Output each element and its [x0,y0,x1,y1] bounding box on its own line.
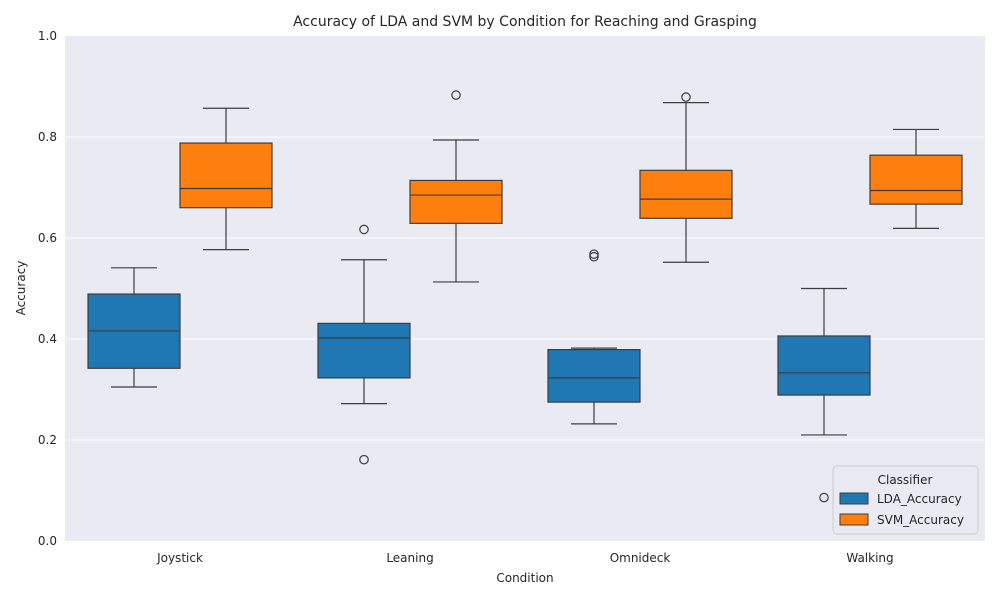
outlier-point [589,251,599,262]
y-axis-label: Accuracy [14,261,28,316]
y-tick-label: 0.0 [38,534,57,548]
legend-label-lda: LDA_Accuracy [877,492,962,506]
x-ticks: Joystick Leaning Omnideck Walking [156,551,894,565]
legend-label-svm: SVM_Accuracy [877,513,964,527]
outlier-point [359,454,369,465]
outlier-point [451,90,461,100]
x-tick-label: Joystick [156,551,203,565]
box-LDA_Accuracy-Omnideck [547,249,641,425]
x-axis-label: Condition [496,571,553,585]
legend-title: Classifier [878,473,933,487]
box-LDA_Accuracy-Joystick [87,267,181,388]
box-iqr [777,335,871,396]
legend-swatch-lda [839,492,869,505]
legend: Classifier LDA_Accuracy SVM_Accuracy [832,465,979,535]
chart-title: Accuracy of LDA and SVM by Condition for… [293,14,757,30]
legend-frame [832,465,979,535]
box-iqr [409,179,503,224]
box-LDA_Accuracy-Walking [777,287,871,503]
box-iqr [317,322,411,379]
box-iqr [639,169,733,219]
x-tick-label: Leaning [386,551,433,565]
outlier-point [681,92,691,102]
outlier-point [359,224,369,235]
outlier-point [819,492,829,503]
box-plots [87,90,963,503]
x-tick-label: Omnideck [610,551,671,565]
box-iqr [869,154,963,205]
y-tick-label: 0.8 [38,130,57,144]
box-SVM_Accuracy-Leaning [409,90,503,283]
box-iqr [547,349,641,403]
x-tick-label: Walking [846,551,893,565]
y-tick-label: 0.4 [38,332,57,346]
legend-swatch-svm [839,513,869,526]
outlier-point [589,249,599,259]
box-iqr [179,142,273,209]
box-SVM_Accuracy-Joystick [179,107,273,251]
y-tick-label: 0.6 [38,231,57,245]
box-SVM_Accuracy-Walking [869,128,963,230]
box-LDA_Accuracy-Leaning [317,224,411,465]
y-ticks: 0.0 0.2 0.4 0.6 0.8 1.0 [38,29,57,548]
grid [65,136,985,441]
y-tick-label: 1.0 [38,29,57,43]
y-tick-label: 0.2 [38,433,57,447]
box-SVM_Accuracy-Omnideck [639,92,733,263]
